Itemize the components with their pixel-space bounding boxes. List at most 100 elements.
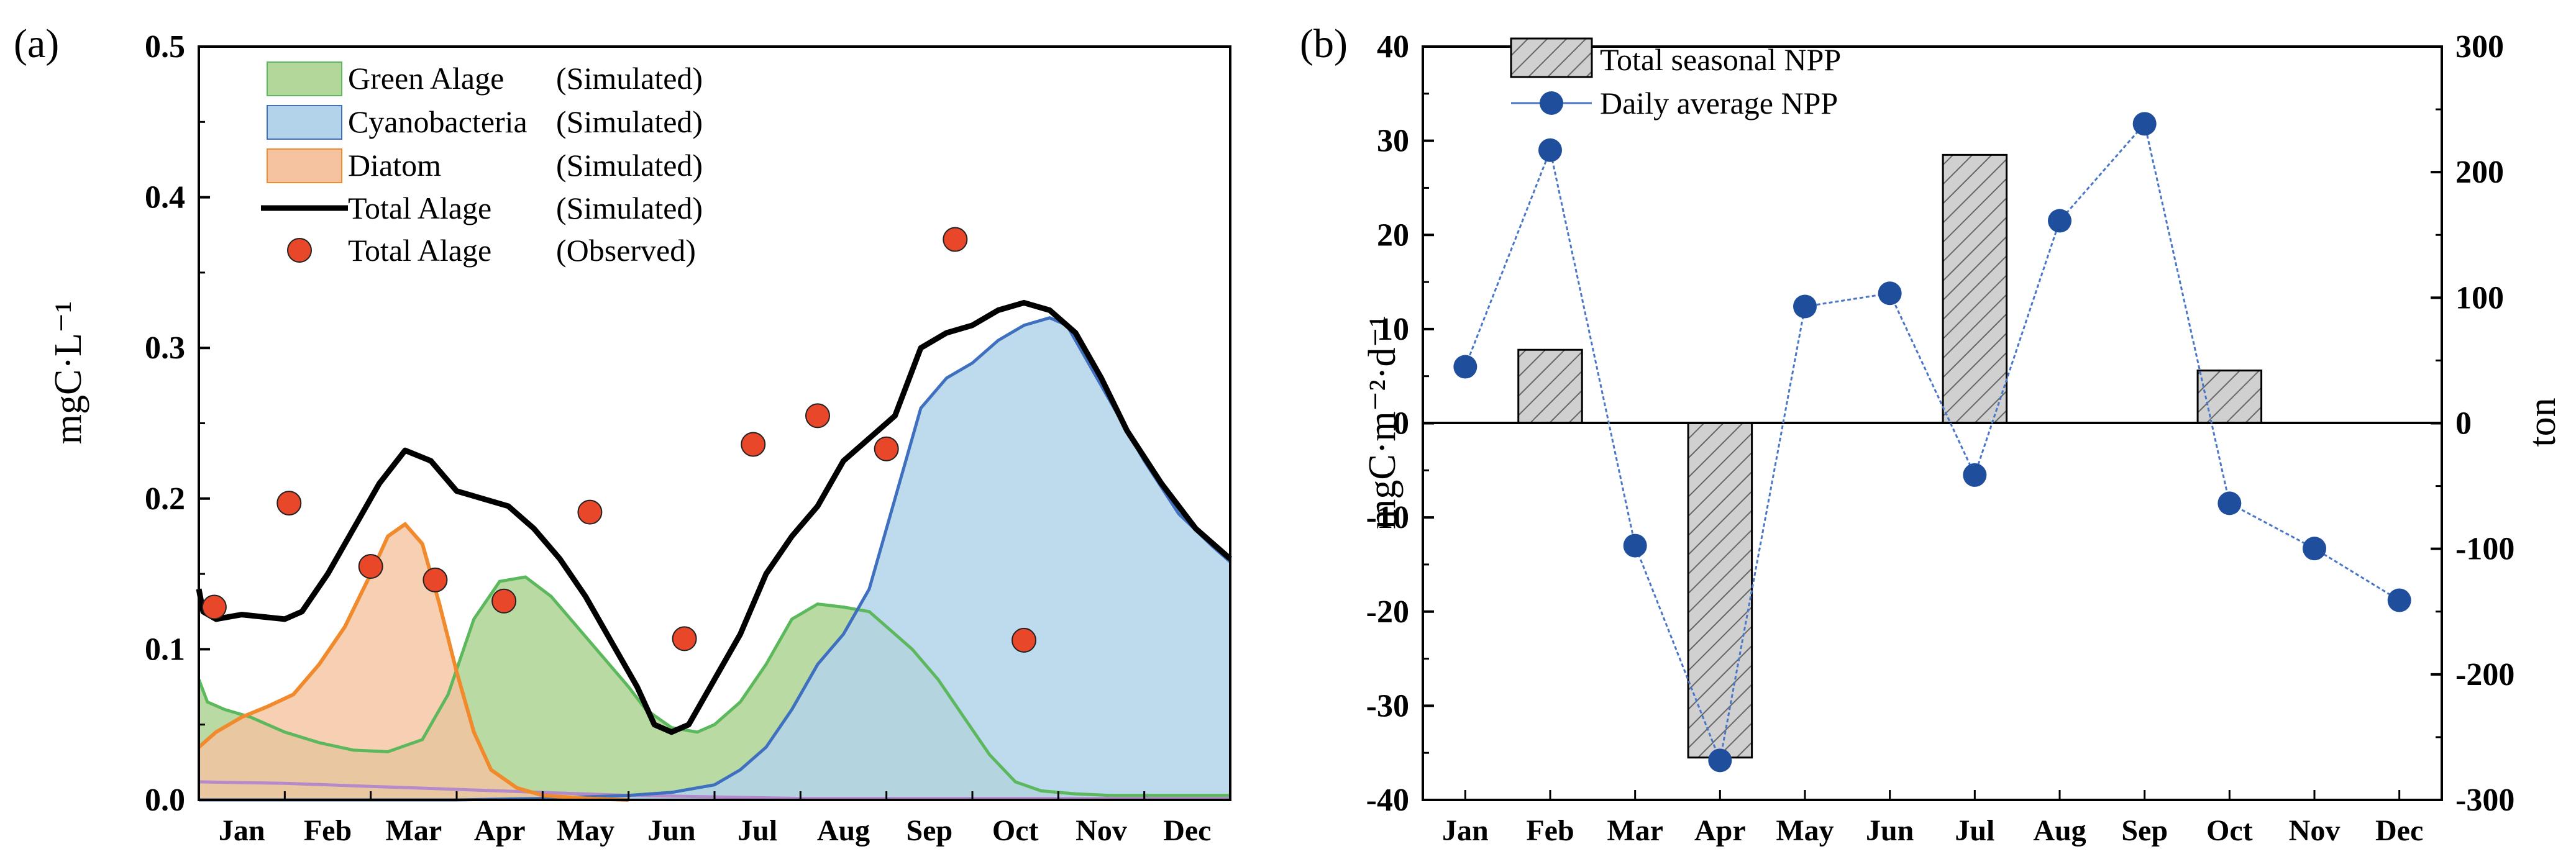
x-tick-label: May	[1776, 814, 1834, 847]
x-tick-label: Jun	[1866, 814, 1914, 847]
y-right-tick-label: 300	[2455, 29, 2504, 65]
panel-b-right-y-ticks: 300 200 100 0 -100 -200 -300	[2431, 29, 2514, 818]
panel-b-bars	[1517, 153, 2263, 759]
daily-npp-point	[2303, 537, 2326, 561]
legend-tag-cyano: (Simulated)	[556, 104, 703, 139]
observed-point	[943, 227, 968, 252]
line-diatom	[198, 521, 629, 802]
area-cyanobacteria	[199, 317, 1230, 800]
legend-tag-total-obs: (Observed)	[556, 233, 696, 268]
x-tick-label: Sep	[2121, 814, 2168, 847]
panel-b-y-ticks: 40 30 20 10 0 -10 -20 -30 -40	[1366, 29, 1434, 818]
panel-a-y-axis-label: mgC·L⁻¹	[47, 301, 89, 444]
legend-swatch-seasonal	[1510, 37, 1593, 78]
line-green-alage	[197, 575, 1230, 797]
panel-b-legend: Total seasonal NPP Daily average NPP	[1510, 37, 1841, 120]
daily-npp-point	[2387, 588, 2411, 612]
x-tick-label: Mar	[1607, 814, 1663, 847]
legend-label-diatom: Diatom	[348, 148, 441, 183]
daily-npp-point	[1708, 748, 1732, 773]
y-tick-label: 0.1	[145, 632, 185, 667]
observed-point	[741, 432, 766, 457]
panel-b-x-ticks: Jan Feb Mar Apr May Jun Jul Aug Sep Oct Nov Dec	[1442, 790, 2423, 847]
daily-npp-point	[2132, 112, 2157, 136]
panel-a-x-ticks: Jan Feb Mar Apr May Jun Jul Aug Sep Oct Nov Dec	[198, 791, 1211, 847]
y-tick-label: 10	[1377, 312, 1409, 347]
legend-tag-diatom: (Simulated)	[556, 148, 703, 183]
legend-label-total-obs: Total Alage	[348, 233, 491, 268]
y-right-tick-label: -100	[2455, 532, 2514, 567]
y-tick-label: -10	[1366, 500, 1409, 535]
y-tick-label: 0.5	[145, 29, 185, 65]
y-tick-label: -30	[1366, 688, 1409, 724]
daily-npp-point	[1623, 533, 1647, 558]
observed-point	[201, 594, 227, 620]
y-right-tick-label: -200	[2455, 657, 2514, 692]
observed-point	[672, 626, 697, 651]
x-tick-label: Nov	[1076, 814, 1127, 847]
panel-b-daily-line	[1464, 122, 2400, 764]
observed-point	[422, 567, 448, 592]
legend-tag-green: (Simulated)	[556, 61, 703, 96]
daily-npp-point	[2217, 491, 2242, 515]
line-total-alage-simulated	[196, 299, 1232, 735]
x-tick-label: Apr	[1694, 814, 1746, 847]
panel-b: (b) mgC·m⁻²·d⁻¹ ton 403020100-10-20-30-4…	[1300, 21, 2564, 847]
panel-a-legend: Green Alage (Simulated) Cyanobacteria (S…	[261, 61, 703, 268]
legend-tag-total-sim: (Simulated)	[556, 191, 703, 225]
daily-npp-point	[1793, 294, 1817, 319]
y-tick-label: 0	[1393, 406, 1409, 442]
y-tick-label: 0.4	[145, 180, 185, 216]
x-tick-label: Dec	[2375, 814, 2423, 847]
legend-swatch-cyano	[267, 105, 342, 140]
daily-npp-point	[1453, 355, 1478, 379]
bar-seasonal-npp	[1517, 348, 1583, 424]
x-tick-label: Sep	[906, 814, 952, 847]
legend-swatch-diatom	[267, 148, 342, 183]
x-tick-label: Jan	[219, 814, 265, 847]
bar-seasonal-npp	[2196, 370, 2263, 425]
observed-point	[491, 588, 517, 614]
daily-npp-point	[1963, 463, 1987, 487]
x-tick-label: Jul	[1955, 814, 1994, 847]
panel-b-right-axis-label: ton	[2521, 397, 2564, 447]
panel-a-areas	[199, 317, 1230, 800]
y-tick-label: 0.0	[145, 783, 185, 818]
x-tick-label: Jan	[1442, 814, 1489, 847]
area-diatom	[199, 524, 629, 800]
y-right-tick-label: 0	[2455, 406, 2472, 442]
x-tick-label: Aug	[2033, 814, 2086, 847]
line-daily-npp	[1464, 122, 2400, 764]
y-tick-label: -40	[1366, 783, 1409, 818]
y-tick-label: 20	[1377, 217, 1409, 253]
x-tick-label: May	[557, 814, 614, 847]
x-tick-label: Jul	[738, 814, 777, 847]
x-tick-label: Nov	[2289, 814, 2341, 847]
y-tick-label: 40	[1377, 29, 1409, 65]
panel-b-label: (b)	[1300, 21, 1348, 66]
panel-a-label: (a)	[14, 21, 59, 66]
x-tick-label: Apr	[474, 814, 526, 847]
bar-seasonal-npp	[1687, 422, 1753, 759]
bar-seasonal-npp	[1942, 153, 2008, 424]
observed-point	[874, 436, 899, 461]
y-right-tick-label: 200	[2455, 155, 2504, 190]
x-tick-label: Aug	[817, 814, 870, 847]
panel-b-y-axis-label: mgC·m⁻²·d⁻¹	[1361, 315, 1404, 529]
daily-npp-point	[1538, 138, 1562, 162]
daily-npp-point	[1878, 281, 1902, 306]
y-right-tick-label: 100	[2455, 280, 2504, 315]
legend-label-cyano: Cyanobacteria	[348, 104, 528, 139]
x-tick-label: Oct	[992, 814, 1039, 847]
y-tick-label: 0.3	[145, 330, 185, 366]
y-tick-label: 30	[1377, 124, 1409, 159]
legend-label-green: Green Alage	[348, 61, 504, 96]
legend-label-daily: Daily average NPP	[1600, 86, 1838, 120]
x-tick-label: Jun	[647, 814, 695, 847]
y-right-tick-label: -300	[2455, 783, 2514, 818]
observed-point	[577, 499, 603, 525]
observed-point	[358, 553, 383, 579]
x-tick-label: Mar	[386, 814, 442, 847]
x-tick-label: Dec	[1163, 814, 1211, 847]
legend-swatch-green	[267, 61, 342, 96]
